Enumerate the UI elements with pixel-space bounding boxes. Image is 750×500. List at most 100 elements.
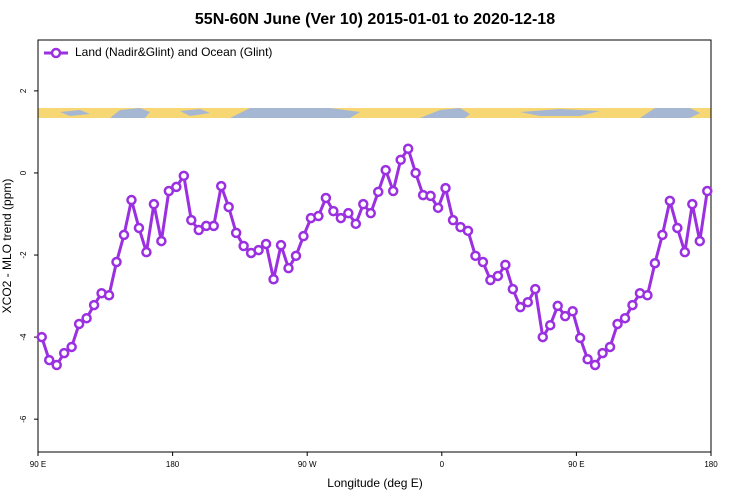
data-point: [148, 198, 160, 210]
data-point: [402, 143, 414, 154]
data-point: [81, 312, 92, 324]
data-point: [335, 212, 347, 224]
data-point: [507, 283, 519, 295]
data-point: [268, 273, 279, 285]
y-tick-label: -2: [19, 251, 28, 259]
data-point: [582, 354, 593, 365]
data-point: [447, 214, 459, 226]
data-point: [111, 256, 122, 268]
legend-label: Land (Nadir&Glint) and Ocean (Glint): [75, 45, 272, 59]
data-point: [515, 301, 526, 313]
x-tick-label: 90 W: [298, 460, 317, 469]
data-point: [687, 198, 698, 210]
data-point: [470, 250, 481, 262]
data-point: [477, 256, 489, 268]
data-point: [485, 274, 496, 286]
data-point: [51, 359, 62, 371]
data-point: [694, 235, 706, 247]
data-point: [238, 240, 249, 252]
x-tick-label: 180: [704, 460, 718, 469]
data-point: [358, 198, 369, 210]
data-point: [133, 222, 145, 234]
data-point: [141, 246, 152, 258]
data-point: [649, 257, 661, 269]
y-tick-label: 0: [19, 170, 28, 175]
data-point: [574, 332, 586, 344]
x-tick-label: 90 E: [568, 460, 584, 469]
data-point: [702, 185, 713, 197]
x-tick-label: 0: [440, 460, 445, 469]
series-line: [40, 147, 709, 367]
data-point: [537, 331, 548, 343]
data-point: [530, 283, 541, 295]
data-point: [43, 354, 55, 366]
data-point: [679, 246, 691, 258]
data-point: [156, 235, 167, 247]
data-point: [619, 312, 631, 324]
y-tick-label: -6: [19, 415, 28, 423]
data-point: [597, 347, 608, 359]
data-point: [215, 180, 227, 192]
data-point: [171, 181, 182, 193]
legend-marker: [50, 47, 62, 59]
data-point: [664, 195, 676, 207]
data-point: [163, 185, 175, 197]
data-point: [343, 207, 354, 219]
data-point: [589, 359, 601, 371]
data-point: [627, 299, 638, 311]
data-point: [223, 201, 234, 213]
x-axis-label: Longitude (deg E): [327, 476, 422, 490]
data-point: [612, 318, 623, 330]
data-point: [410, 167, 421, 179]
data-point: [462, 225, 474, 237]
y-tick-label: 2: [19, 88, 28, 93]
plot-frame: [37, 39, 712, 453]
map-strip: [38, 108, 711, 118]
data-point: [283, 262, 294, 274]
data-point: [230, 227, 242, 239]
x-tick-label: 180: [166, 460, 180, 469]
data-point: [260, 238, 272, 250]
data-point: [118, 229, 130, 241]
data-point: [642, 289, 653, 301]
x-tick-label: 90 E: [30, 460, 46, 469]
data-point: [126, 194, 137, 206]
data-point: [500, 259, 511, 271]
data-point: [559, 310, 571, 322]
data-point: [552, 300, 563, 312]
data-point: [58, 347, 70, 359]
data-point: [178, 170, 190, 182]
data-point: [522, 296, 534, 308]
data-point: [36, 331, 47, 343]
data-point: [604, 341, 616, 353]
data-point: [440, 182, 451, 194]
data-point: [380, 164, 391, 176]
y-tick-label: -4: [19, 333, 28, 341]
data-point: [298, 230, 309, 242]
data-point: [88, 299, 100, 311]
data-point: [350, 218, 362, 230]
data-point: [395, 154, 406, 166]
data-point: [387, 185, 399, 197]
data-point: [372, 186, 384, 198]
data-point: [193, 224, 205, 236]
data-point: [208, 220, 219, 232]
data-point: [365, 207, 377, 219]
data-point: [425, 190, 436, 202]
data-point: [275, 239, 287, 251]
data-point: [290, 250, 302, 262]
y-axis-label: XCO2 - MLO trend (ppm): [0, 179, 14, 314]
data-point: [432, 202, 444, 214]
data-point: [320, 192, 332, 204]
chart-title: 55N-60N June (Ver 10) 2015-01-01 to 2020…: [195, 11, 555, 28]
data-point: [657, 229, 668, 241]
data-point: [186, 214, 197, 226]
data-point: [672, 222, 683, 234]
data-point: [328, 205, 339, 217]
data-point: [567, 305, 578, 317]
data-point: [103, 289, 115, 301]
data-point: [253, 244, 264, 256]
data-point: [313, 210, 324, 222]
